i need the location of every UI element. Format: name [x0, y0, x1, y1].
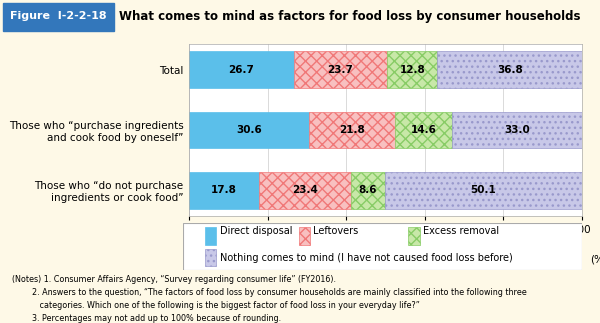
Bar — [205, 249, 216, 266]
Bar — [351, 172, 385, 209]
Text: Leftovers: Leftovers — [313, 226, 359, 236]
Text: Figure  I-2-2-18: Figure I-2-2-18 — [10, 11, 107, 21]
Bar — [205, 227, 216, 245]
Text: (Notes) 1. Consumer Affairs Agency, “Survey regarding consumer life” (FY2016).: (Notes) 1. Consumer Affairs Agency, “Sur… — [12, 276, 336, 285]
Text: 14.6: 14.6 — [410, 125, 437, 135]
Bar — [385, 172, 581, 209]
Text: What comes to mind as factors for food loss by consumer households: What comes to mind as factors for food l… — [119, 10, 580, 23]
Text: 23.7: 23.7 — [328, 65, 353, 75]
Bar — [299, 227, 310, 245]
Bar — [452, 112, 582, 148]
Text: categories. Which one of the following is the biggest factor of food loss in you: categories. Which one of the following i… — [12, 301, 420, 310]
Text: 21.8: 21.8 — [339, 125, 365, 135]
Bar — [3, 3, 114, 31]
Bar — [409, 227, 419, 245]
Text: Nothing comes to mind (I have not caused food loss before): Nothing comes to mind (I have not caused… — [220, 253, 512, 263]
Text: 3. Percentages may not add up to 100% because of rounding.: 3. Percentages may not add up to 100% be… — [12, 315, 281, 323]
Bar — [294, 51, 387, 88]
Text: 33.0: 33.0 — [504, 125, 530, 135]
Bar — [189, 172, 259, 209]
Text: 8.6: 8.6 — [359, 185, 377, 195]
Bar — [259, 172, 351, 209]
Bar — [189, 112, 309, 148]
Text: 12.8: 12.8 — [400, 65, 425, 75]
Text: 50.1: 50.1 — [470, 185, 496, 195]
Bar — [309, 112, 395, 148]
Text: Excess removal: Excess removal — [423, 226, 499, 236]
Text: 2. Answers to the question, “The factors of food loss by consumer households are: 2. Answers to the question, “The factors… — [12, 288, 527, 297]
Bar — [395, 112, 452, 148]
Bar — [387, 51, 437, 88]
Text: 36.8: 36.8 — [497, 65, 523, 75]
Text: 26.7: 26.7 — [229, 65, 254, 75]
Text: 23.4: 23.4 — [292, 185, 318, 195]
Bar — [437, 51, 582, 88]
Text: 30.6: 30.6 — [236, 125, 262, 135]
Text: (%): (%) — [590, 255, 600, 265]
Bar — [189, 51, 294, 88]
Text: Direct disposal: Direct disposal — [220, 226, 292, 236]
Text: 17.8: 17.8 — [211, 185, 237, 195]
